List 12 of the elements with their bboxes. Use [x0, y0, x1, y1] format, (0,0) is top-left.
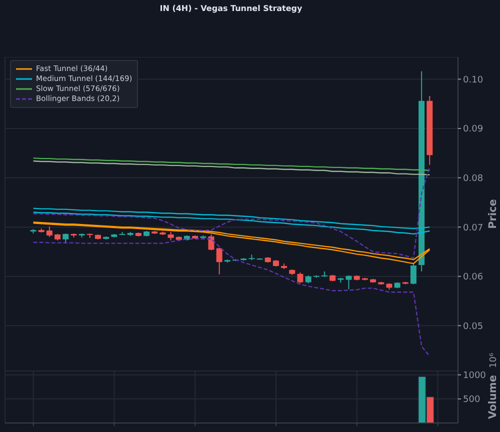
y-tick-label: 0.10 [463, 75, 484, 86]
text: 10⁶ [489, 352, 499, 368]
y-axis-title: Volume [487, 375, 499, 419]
y-tick-label: 0.07 [463, 223, 484, 234]
chart-title: IN (4H) - Vegas Tunnel Strategy [158, 4, 304, 13]
y-tick-label: 0.05 [463, 322, 484, 332]
y-tick-label: 500 [463, 395, 480, 406]
y-tick-label: 0.06 [463, 272, 484, 283]
y-tick-label: 0.09 [463, 124, 484, 135]
y-axis-title: Price [487, 199, 499, 229]
y-tick-label: 1000 [463, 371, 486, 382]
y-tick-label: 0.08 [463, 174, 484, 184]
